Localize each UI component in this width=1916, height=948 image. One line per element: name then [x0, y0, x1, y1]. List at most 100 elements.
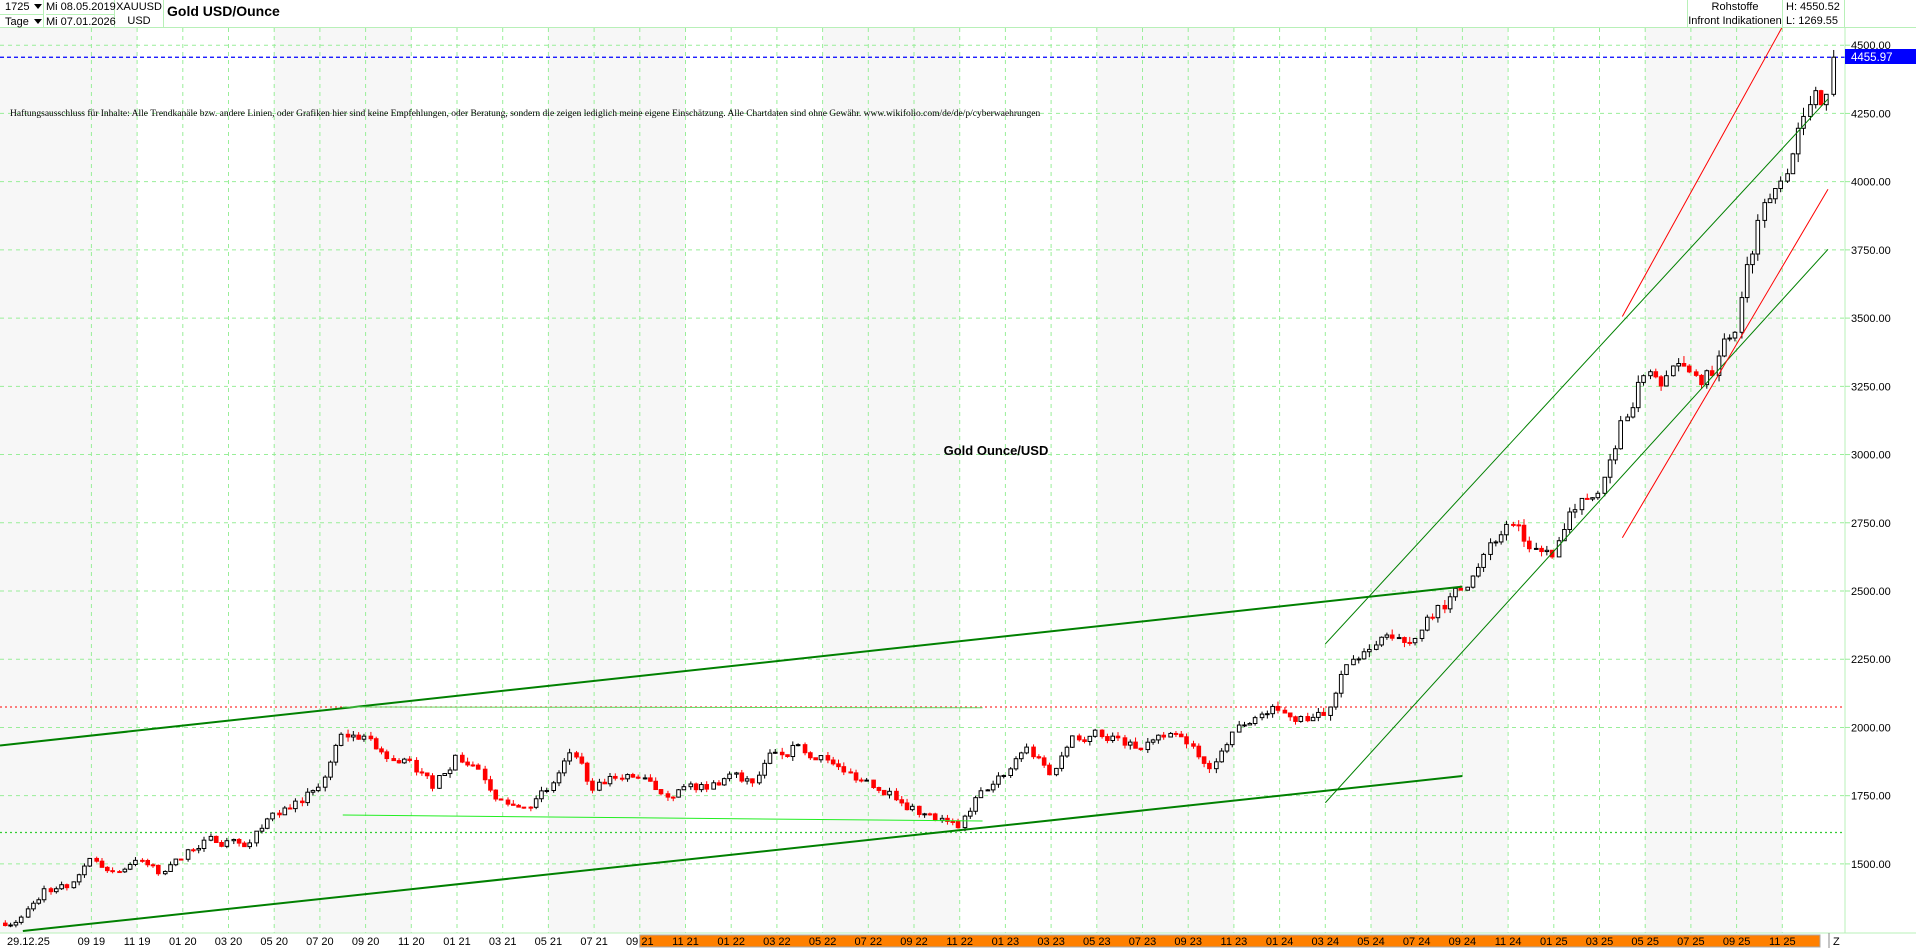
candle-up	[790, 744, 796, 758]
candle-up	[310, 790, 316, 793]
candle-down	[345, 733, 351, 738]
candle-up	[1476, 566, 1481, 577]
candle-down	[465, 761, 470, 766]
candle-down	[105, 866, 110, 872]
candle-down	[1138, 747, 1144, 751]
candle-down	[94, 857, 100, 862]
y-tick-label: 4000.00	[1851, 177, 1891, 189]
candle-up	[87, 857, 93, 867]
candle-up	[437, 775, 442, 789]
candle-down	[1184, 736, 1189, 745]
candle-up	[1219, 750, 1224, 763]
period-count-dropdown[interactable]: 1725	[0, 0, 43, 14]
candle-down	[373, 738, 379, 750]
y-tick-label: 4250.00	[1851, 108, 1891, 120]
interval-dropdown[interactable]: Tage	[0, 14, 43, 29]
candle-up	[59, 884, 64, 890]
candle-down	[242, 842, 247, 848]
candle-down	[460, 754, 465, 763]
interval: Tage	[5, 16, 29, 28]
candle-down	[1173, 732, 1179, 735]
chart-title: Gold USD/Ounce	[167, 3, 280, 19]
candle-up	[173, 858, 179, 866]
x-axis[interactable]: 29.12.25 09 19 11 19 01 20 03 20 05 20 07 20 09…	[0, 932, 1916, 948]
candle-up	[1778, 180, 1783, 190]
candle-down	[635, 776, 641, 779]
candle-down	[3, 922, 8, 927]
x-tick-label: 05 21	[535, 936, 563, 948]
candle-up	[1270, 705, 1275, 715]
x-axis-highlight-band	[639, 934, 1821, 948]
candle-up	[1333, 692, 1339, 708]
candle-down	[825, 755, 831, 761]
candle-up	[1739, 297, 1745, 333]
x-tick-label: 11 23	[1221, 936, 1248, 948]
candle-up	[36, 899, 42, 904]
candle-down	[1539, 547, 1544, 553]
candle-up	[1425, 616, 1430, 631]
y-axis[interactable]	[1845, 28, 1916, 933]
x-tick-label: 03 24	[1312, 936, 1340, 948]
candle-up	[1635, 381, 1641, 409]
candle-up	[1641, 375, 1646, 383]
start-date[interactable]: Mi 08.05.2019	[46, 1, 116, 13]
grid-lines	[0, 28, 1851, 933]
candle-down	[48, 888, 54, 893]
candle-up	[597, 781, 602, 791]
candle-down	[750, 778, 755, 784]
x-tick-label: 03 22	[763, 936, 791, 948]
candle-up	[939, 817, 945, 821]
candle-down	[505, 799, 511, 805]
candle-up	[681, 786, 687, 791]
candle-down	[871, 779, 876, 789]
candle-down	[1082, 739, 1087, 742]
trend-line	[342, 814, 983, 822]
candle-up	[54, 888, 59, 893]
candle-down	[1686, 365, 1692, 373]
candle-up	[1156, 734, 1161, 741]
candle-up	[734, 772, 739, 775]
candle-up	[1447, 596, 1453, 610]
candle-up	[201, 839, 207, 850]
candle-down	[876, 787, 882, 791]
candle-up	[1435, 604, 1441, 619]
candle-down	[848, 771, 854, 774]
candle-up	[1773, 188, 1778, 200]
candle-up	[1064, 746, 1070, 757]
candle-up	[1054, 767, 1059, 776]
x-tick-label: 09 19	[78, 936, 106, 948]
end-date[interactable]: Mi 07.01.2026	[46, 14, 116, 28]
candle-down	[927, 813, 933, 816]
candle-up	[442, 773, 448, 777]
candle-up	[727, 773, 732, 780]
candle-down	[430, 775, 435, 789]
candle-down	[396, 760, 402, 764]
trend-line	[342, 706, 983, 709]
candle-up	[270, 812, 275, 820]
candle-up	[910, 805, 915, 811]
candle-up	[533, 798, 539, 808]
candle-down	[1442, 604, 1448, 610]
candle-down	[391, 758, 397, 762]
candle-down	[945, 817, 950, 822]
candle-up	[1648, 371, 1653, 377]
candle-down	[1282, 709, 1288, 714]
candle-down	[1402, 637, 1407, 643]
candle-up	[1087, 735, 1093, 742]
candle-down	[1178, 733, 1184, 738]
candle-down	[785, 754, 790, 758]
candle-down	[1389, 634, 1395, 639]
candle-up	[1310, 716, 1316, 722]
candle-down	[1584, 497, 1590, 500]
candle-up	[1493, 541, 1499, 544]
candle-up	[168, 864, 173, 872]
candle-down	[1122, 737, 1128, 746]
disclaimer-text: Haftungsausschluss für Inhalte: Alle Tre…	[10, 108, 1041, 119]
candle-up	[1732, 331, 1738, 339]
candle-down	[191, 849, 196, 852]
candle-down	[1527, 540, 1532, 550]
candle-down	[1681, 363, 1687, 367]
candle-down	[419, 771, 425, 774]
y-tick-label: 3250.00	[1851, 381, 1891, 393]
